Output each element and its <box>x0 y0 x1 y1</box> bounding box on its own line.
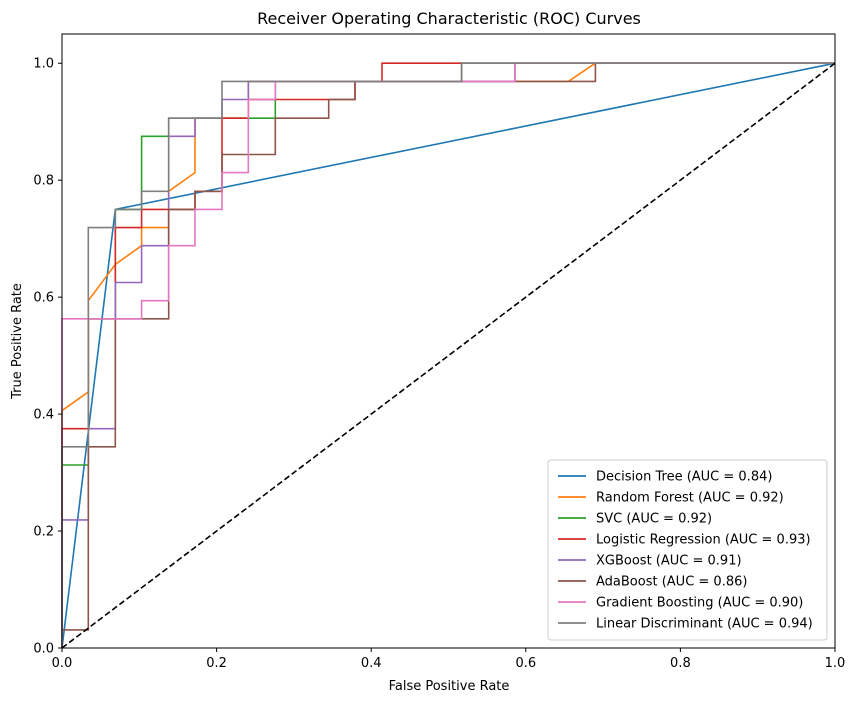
legend-label-5: XGBoost (AUC = 0.91) <box>596 554 742 569</box>
x-tick-label: 0.2 <box>206 656 227 671</box>
x-tick-label: 0.6 <box>515 656 536 671</box>
legend-box <box>547 459 828 641</box>
legend-label-2: Random Forest (AUC = 0.92) <box>596 491 784 506</box>
x-tick-label: 0.0 <box>52 656 73 671</box>
plot-lines <box>61 62 836 649</box>
series-line-8 <box>61 62 835 648</box>
legend-label-4: Logistic Regression (AUC = 0.93) <box>596 533 811 548</box>
y-tick-label: 0.2 <box>33 525 54 540</box>
y-tick-label: 0.8 <box>33 174 54 189</box>
y-tick-label: 1.0 <box>33 57 54 72</box>
x-tick-label: 0.8 <box>670 656 691 671</box>
x-tick-label: 0.4 <box>361 656 382 671</box>
legend: Decision Tree (AUC = 0.84) Random Forest … <box>547 459 828 641</box>
x-axis-label: False Positive Rate <box>389 679 510 694</box>
chart-title: Receiver Operating Characteristic (ROC) … <box>257 9 641 28</box>
legend-label-8: Linear Discriminant (AUC = 0.94) <box>596 617 813 632</box>
y-tick-label: 0.4 <box>33 408 54 423</box>
y-tick-label: 0.0 <box>33 642 54 657</box>
x-axis: 0.0 0.2 0.4 0.6 0.8 1.0 <box>52 648 846 671</box>
legend-label-7: Gradient Boosting (AUC = 0.90) <box>596 596 803 611</box>
x-tick-label: 1.0 <box>825 656 846 671</box>
legend-label-3: SVC (AUC = 0.92) <box>596 512 712 527</box>
plot-frame <box>61 33 836 649</box>
legend-label-1: Decision Tree (AUC = 0.84) <box>596 470 772 485</box>
legend-label-6: AdaBoost (AUC = 0.86) <box>596 575 747 590</box>
y-axis-label: True Positive Rate <box>10 283 25 400</box>
y-tick-label: 0.6 <box>33 291 54 306</box>
y-axis: 0.0 0.2 0.4 0.6 0.8 1.0 <box>33 57 62 657</box>
